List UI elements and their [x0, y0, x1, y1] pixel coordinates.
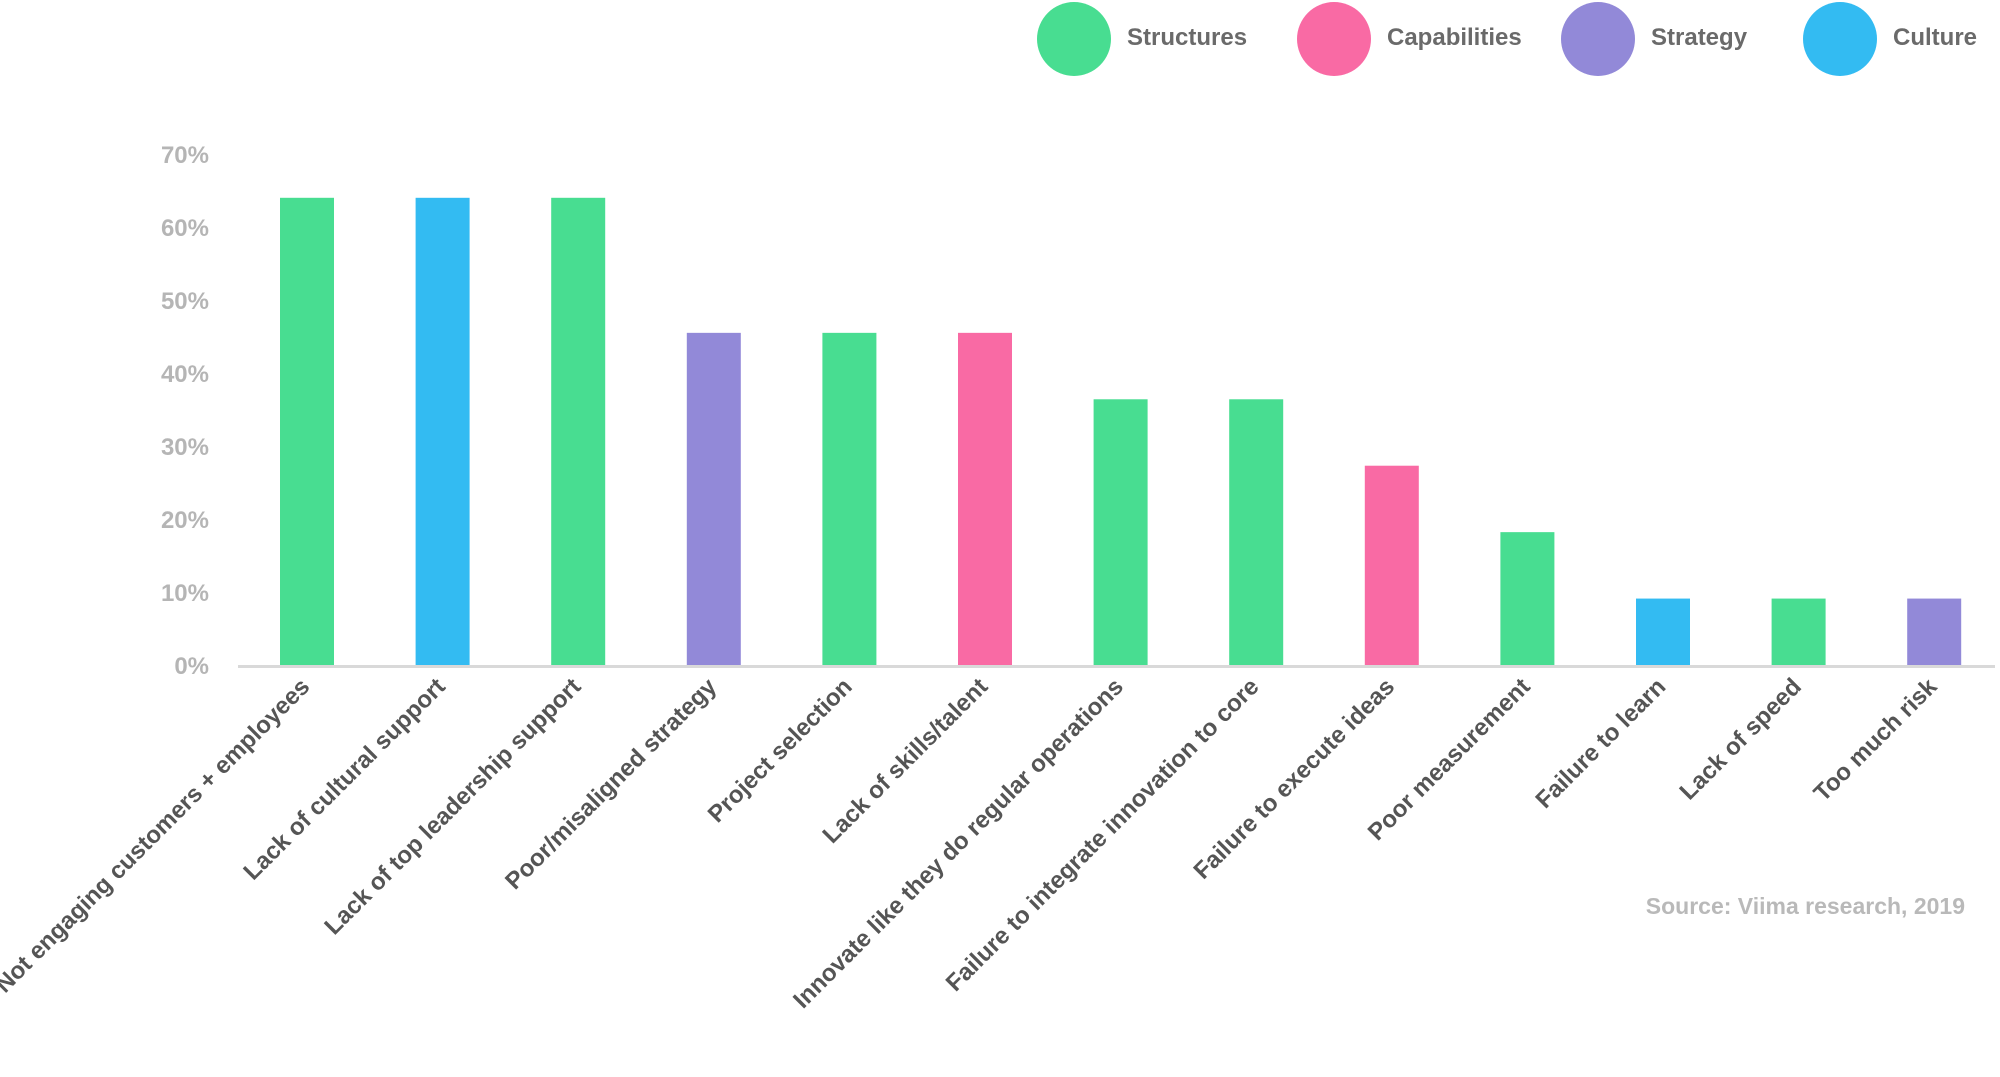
bar-3 — [551, 197, 606, 666]
x-tick-label: Too much risk — [1809, 673, 1943, 807]
bar-5 — [822, 332, 877, 665]
bar-4 — [686, 332, 741, 665]
bar-7 — [1093, 399, 1148, 665]
y-tick-label: 30% — [161, 434, 209, 461]
y-tick-label: 40% — [161, 361, 209, 388]
legend-label-structures: Structures — [1127, 24, 1247, 51]
x-tick-label: Lack of top leadership support — [319, 673, 586, 940]
y-tick-label: 0% — [174, 653, 209, 680]
legend-marker-strategy — [1561, 2, 1635, 76]
legend-marker-structures — [1037, 2, 1111, 76]
y-tick-label: 60% — [161, 215, 209, 242]
bar-2 — [415, 197, 470, 666]
x-tick-label: Lack of speed — [1675, 673, 1807, 805]
source-note: Source: Viima research, 2019 — [1646, 893, 1965, 919]
y-tick-label: 70% — [161, 142, 209, 169]
legend-label-strategy: Strategy — [1651, 24, 1748, 51]
legend: Structures Capabilities Strategy Culture — [1037, 2, 1977, 76]
x-tick-label: Failure to integrate innovation to core — [941, 673, 1265, 997]
bar-1 — [280, 197, 334, 666]
x-tick-label: Project selection — [703, 673, 858, 828]
bar-11 — [1636, 598, 1690, 665]
legend-marker-culture — [1803, 2, 1877, 76]
x-tick-label: Failure to learn — [1530, 673, 1671, 814]
y-axis-ticks: 0% 10% 20% 30% 40% 50% 60% 70% — [161, 142, 209, 680]
y-tick-label: 50% — [161, 288, 209, 315]
bar-6 — [958, 332, 1012, 665]
legend-label-capabilities: Capabilities — [1387, 24, 1522, 51]
bar-8 — [1229, 399, 1284, 665]
bars — [280, 197, 1962, 666]
y-tick-label: 20% — [161, 507, 209, 534]
bar-10 — [1500, 532, 1555, 665]
bar-9 — [1364, 465, 1419, 665]
bar-12 — [1771, 598, 1826, 665]
legend-marker-capabilities — [1297, 2, 1371, 76]
y-tick-label: 10% — [161, 580, 209, 607]
legend-label-culture: Culture — [1893, 24, 1977, 51]
bar-13 — [1907, 598, 1962, 665]
